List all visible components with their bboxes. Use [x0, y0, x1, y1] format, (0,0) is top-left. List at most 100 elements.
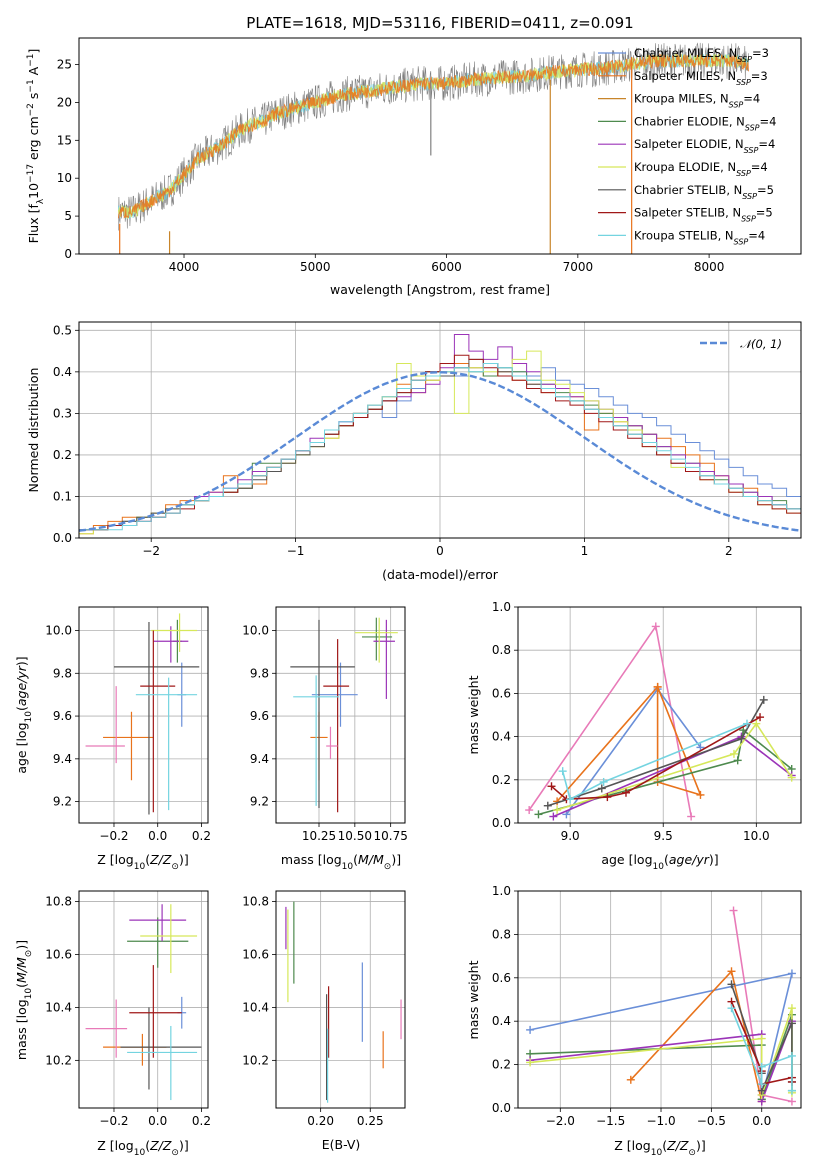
y-tick-label: 10.2	[45, 1053, 72, 1067]
x-tick-label: −1.5	[596, 1114, 625, 1128]
label-part: )]	[14, 940, 29, 950]
legend-label-n: =4	[748, 228, 765, 242]
ylabel-part: λ	[36, 198, 46, 204]
x-tick-label: 0.0	[148, 1114, 167, 1128]
y-tick-label: 5	[64, 209, 72, 223]
weight-marker	[534, 810, 543, 819]
label-part: )]	[391, 852, 401, 867]
y-tick-label: 10.6	[242, 948, 269, 962]
weight-vs-metallicity-xlabel: Z [log10(Z/Z⊙)]	[614, 1138, 705, 1158]
legend-label-sub: SSP	[742, 191, 757, 200]
weight-marker	[626, 1075, 635, 1084]
weight-series-line	[565, 687, 702, 815]
x-tick-label: 7000	[563, 260, 594, 274]
y-tick-label: 10.0	[45, 624, 72, 638]
spectrum-ticks: 4000 5000 6000 7000 8000 0 5 10 15 20 25	[57, 58, 725, 274]
ylabel-part: ]	[26, 49, 41, 54]
y-tick-label: 0.6	[492, 686, 511, 700]
x-tick-label: 0.2	[192, 1114, 211, 1128]
label-part: )]	[709, 852, 719, 867]
label-part: 10	[24, 711, 34, 723]
x-tick-label: 0.25	[357, 1114, 384, 1128]
mass-vs-ebv-grid	[276, 891, 405, 1108]
x-tick-label: 2	[725, 544, 733, 558]
normal-curve-legend-label: 𝒩(0, 1)	[740, 337, 782, 351]
mass-vs-ebv-panel: 0.20 0.25 10.2 10.4 10.6 10.8 E(B-V)	[242, 890, 406, 1152]
mass-vs-metallicity-ticks: −0.2 0.0 0.2 10.2 10.4 10.6 10.8	[45, 895, 211, 1128]
errorbar-point	[120, 1007, 202, 1090]
spectrum-frame	[78, 37, 802, 255]
errorbar-point	[127, 917, 189, 968]
model-spectrum-line	[117, 53, 749, 219]
errorbar-point	[113, 621, 200, 815]
y-tick-label: 10	[57, 171, 72, 185]
label-part: Z [log	[97, 1138, 133, 1153]
legend-label-sub: SSP	[729, 100, 744, 109]
x-tick-label: −0.2	[99, 1114, 128, 1128]
weight-vs-age-ylabel: mass weight	[466, 675, 481, 754]
weight-vs-metallicity-frame	[517, 890, 802, 1109]
x-tick-label: 5000	[300, 260, 331, 274]
weight-marker	[733, 756, 742, 765]
age-vs-metallicity-ticks: −0.2 0.0 0.2 9.2 9.4 9.6 9.8 10.0	[45, 624, 211, 843]
weight-vs-age-marks	[525, 622, 796, 821]
legend-label-n: =5	[757, 183, 774, 197]
errorbar-point	[326, 726, 338, 759]
weight-marker	[729, 906, 738, 915]
residuals-panel: −2 −1 0 1 2 0.0 0.1 0.2 0.3 0.4 0.5 (data-model)/e…	[26, 321, 802, 582]
residuals-legend: 𝒩(0, 1)	[700, 337, 782, 351]
label-part: (	[14, 706, 29, 711]
y-tick-label: 9.8	[53, 666, 72, 680]
y-tick-label: 0.6	[492, 971, 511, 985]
figure-title: PLATE=1618, MJD=53116, FIBERID=0411, z=0…	[246, 14, 633, 32]
x-tick-label: 9.5	[654, 829, 673, 843]
x-tick-label: −1.0	[646, 1114, 675, 1128]
legend-label-text: Salpeter ELODIE, N	[634, 137, 744, 151]
y-tick-label: 1.0	[492, 600, 511, 614]
label-part: (	[14, 983, 29, 988]
x-tick-label: 8000	[694, 260, 725, 274]
weight-marker	[787, 1051, 796, 1060]
legend-label-sub: SSP	[744, 146, 759, 155]
weight-vs-metallicity-grid	[518, 890, 801, 1109]
age-vs-mass-marks	[290, 617, 398, 813]
errorbar-point	[85, 686, 125, 764]
errorbar-point	[103, 1033, 167, 1066]
x-tick-label: 0.0	[148, 829, 167, 843]
y-tick-label: 0.2	[492, 773, 511, 787]
y-tick-label: 9.6	[53, 709, 72, 723]
legend-label-n: =5	[756, 206, 773, 220]
legend-label-n: =4	[758, 137, 775, 151]
label-part: )]	[179, 852, 189, 867]
x-tick-label: −0.2	[99, 829, 128, 843]
y-tick-label: 0.3	[53, 406, 72, 420]
ylabel-part: −1	[26, 54, 36, 67]
errorbar-point	[127, 1025, 198, 1101]
mass-vs-ebv-xlabel: E(B-V)	[322, 1137, 361, 1152]
weight-marker	[526, 1025, 535, 1034]
y-tick-label: 0.1	[53, 489, 72, 503]
errorbar-point	[354, 617, 398, 663]
ylabel-part: −2	[26, 103, 36, 116]
errorbar-point	[323, 639, 350, 813]
weight-series-line	[547, 699, 765, 807]
x-tick-label: 9.0	[561, 829, 580, 843]
y-tick-label: 0.0	[53, 531, 72, 545]
mass-vs-metallicity-marks	[85, 904, 202, 1101]
legend-label-sub: SSP	[741, 214, 756, 223]
weight-marker	[727, 980, 736, 989]
mass-vs-metallicity-panel: −0.2 0.0 0.210.210.410.610.8 Z [log10(Z/Z⊙…	[14, 890, 211, 1158]
spectrum-xlabel: wavelength [Angstrom, rest frame]	[330, 282, 550, 297]
label-part: 10	[134, 1148, 146, 1158]
label-part: (	[664, 852, 669, 867]
label-part: mass [log	[281, 852, 342, 867]
weight-vs-metallicity-ticks: −2.0 −1.5 −1.0 −0.5 0.0 0.0 0.2 0.4 0.6 0.8 1.0	[492, 884, 771, 1128]
legend-label-text: Kroupa MILES, N	[634, 92, 729, 106]
label-part: )]	[179, 1138, 189, 1153]
ylabel-part: 10	[26, 183, 41, 199]
residuals-grid	[79, 322, 801, 539]
legend-label: Kroupa MILES, NSSP=4	[634, 92, 760, 110]
label-part: age [log	[14, 722, 29, 773]
weight-marker	[558, 767, 567, 776]
weight-marker	[787, 1097, 796, 1106]
